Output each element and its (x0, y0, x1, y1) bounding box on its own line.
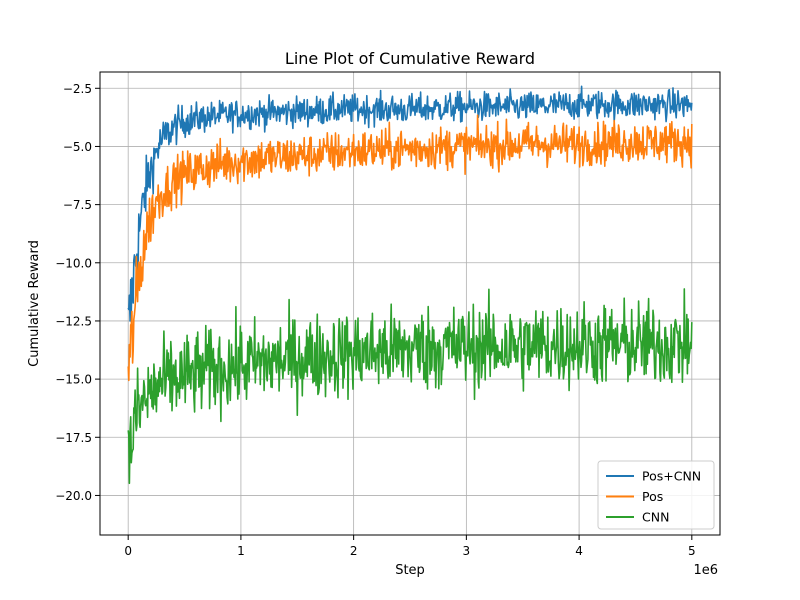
legend: Pos+CNN Pos CNN (597, 460, 715, 530)
x-tick-label: 4 (575, 544, 583, 558)
y-tick-label: −15.0 (55, 373, 92, 387)
plot-area (127, 85, 693, 485)
x-axis-offset-label: 1e6 (693, 563, 718, 578)
x-tick-label: 3 (463, 544, 471, 558)
y-tick-label: −10.0 (55, 256, 92, 270)
x-axis-label: Step (395, 563, 425, 578)
x-tick-label: 1 (237, 544, 245, 558)
x-tick-label: 0 (124, 544, 132, 558)
chart-title: Line Plot of Cumulative Reward (285, 49, 535, 68)
axes-frame (99, 71, 721, 536)
legend-label: Pos+CNN (642, 469, 701, 484)
x-tick-label: 2 (350, 544, 358, 558)
series-line-pos (127, 114, 693, 382)
x-tick-label: 5 (688, 544, 696, 558)
legend-box (597, 460, 715, 530)
y-tick-label: −5.0 (63, 140, 92, 154)
y-tick-label: −12.5 (55, 314, 92, 328)
y-axis-label: Cumulative Reward (27, 240, 42, 367)
y-axis: −2.5 −5.0 −7.5 −10.0 −12.5 −15.0 −17.5 −20.0 (55, 82, 100, 503)
legend-label: Pos (642, 489, 663, 504)
x-axis: 0 1 2 3 4 5 (124, 535, 696, 558)
series-line-pos-cnn (127, 85, 693, 322)
y-tick-label: −2.5 (63, 82, 92, 96)
series-line-cnn (127, 288, 693, 485)
legend-label: CNN (642, 510, 669, 525)
y-tick-label: −17.5 (55, 431, 92, 445)
y-tick-label: −7.5 (63, 198, 92, 212)
y-tick-label: −20.0 (55, 489, 92, 503)
